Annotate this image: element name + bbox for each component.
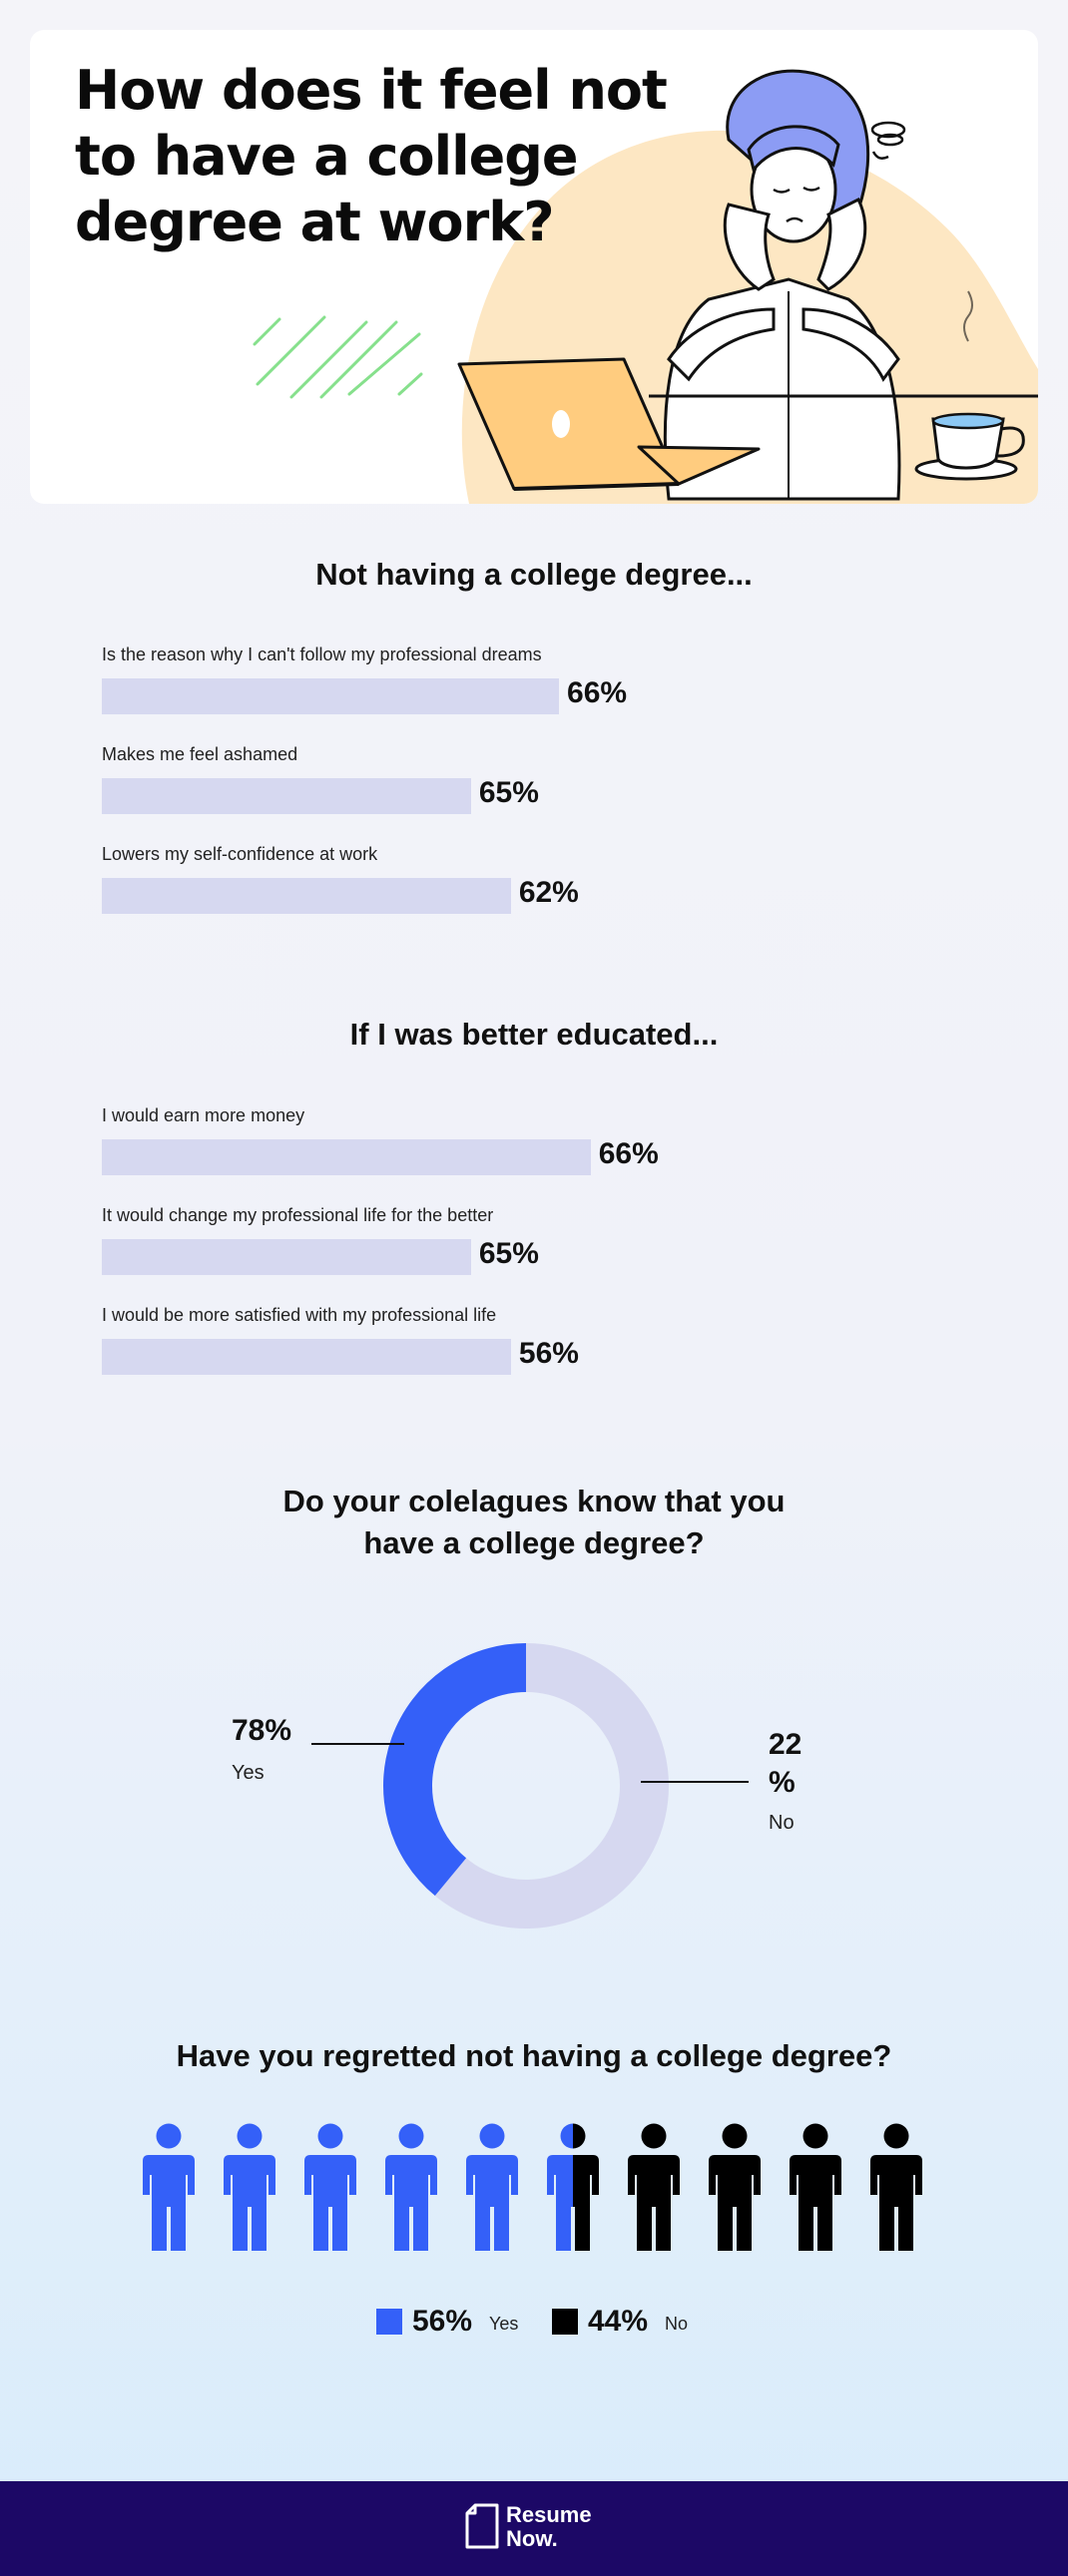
bar-value-label: 65% [478, 1237, 539, 1270]
legend-no-value: 44% [588, 2305, 649, 2338]
bar-label: Lowers my self-confidence at work [102, 844, 378, 864]
bar-label: It would change my professional life for… [102, 1205, 494, 1225]
bar-row: Is the reason why I can't follow my prof… [102, 644, 801, 734]
legend-no-swatch [552, 2309, 578, 2335]
person-icon [224, 2123, 275, 2251]
bar-row: Makes me feel ashamed 65% [102, 744, 801, 834]
hero-card: How does it feel not to have a college d… [30, 30, 1038, 504]
woman-icon [663, 69, 901, 501]
bar-value-label: 62% [518, 876, 579, 909]
pictogram-regret [0, 2123, 1068, 2268]
donut-yes-value: 78% [232, 1714, 292, 1747]
footer: Resume Now. [0, 2481, 1068, 2576]
donut-no-label: No [769, 1812, 795, 1834]
donut-yes-label: Yes [232, 1762, 265, 1784]
chart-2-title: If I was better educated... [349, 1017, 719, 1052]
bar-label: Is the reason why I can't follow my prof… [102, 644, 542, 664]
people-svg [143, 2123, 922, 2251]
page-title: How does it feel not to have a college d… [75, 59, 668, 253]
laptop-icon [457, 357, 761, 491]
bar-value-label: 65% [478, 776, 539, 809]
bar-value-label: 56% [518, 1337, 579, 1370]
bar [102, 1339, 511, 1375]
bar [102, 1239, 471, 1275]
chart-1-title: Not having a college degree... [315, 557, 753, 592]
legend-yes-label: Yes [489, 2314, 519, 2334]
legend-yes-swatch [376, 2309, 402, 2335]
person-icon [790, 2123, 841, 2251]
coffee-cup-icon [914, 290, 1025, 481]
legend-yes-value: 56% [412, 2305, 473, 2338]
decoration-lines [253, 315, 423, 399]
legend-no: 44% No [552, 2305, 702, 2341]
donut-svg [311, 1643, 749, 1929]
legend-yes: 56% Yes [376, 2305, 526, 2341]
person-icon [547, 2123, 599, 2251]
donut-slice-no [434, 1643, 670, 1929]
dizzy-icon [870, 121, 906, 160]
bar [102, 878, 511, 914]
bar-label: I would be more satisfied with my profes… [102, 1305, 497, 1325]
person-icon [385, 2123, 437, 2251]
person-icon [304, 2123, 356, 2251]
bar-row: Lowers my self-confidence at work 62% [102, 844, 801, 934]
bar [102, 678, 560, 714]
person-icon [466, 2123, 518, 2251]
footer-logo-text: Resume Now. [506, 2502, 592, 2551]
legend-no-label: No [665, 2314, 689, 2334]
person-icon [709, 2123, 761, 2251]
person-icon [870, 2123, 922, 2251]
bar-label: Makes me feel ashamed [102, 744, 298, 764]
bar-row: It would change my professional life for… [102, 1205, 801, 1295]
chart-4-title: Have you regretted not having a college … [176, 2038, 892, 2073]
bar-row: I would earn more money 66% [102, 1105, 801, 1195]
chart-3-title: Do your colelagues know that you have a … [282, 1484, 786, 1560]
bar-label: I would earn more money [102, 1105, 305, 1125]
document-icon [465, 2503, 499, 2549]
bar-row: I would be more satisfied with my profes… [102, 1305, 801, 1395]
person-icon [143, 2123, 195, 2251]
bar [102, 1139, 591, 1175]
bar [102, 778, 471, 814]
hero-illustration [253, 69, 1038, 504]
person-icon [628, 2123, 680, 2251]
donut-no-value: 22 % [769, 1728, 802, 1799]
bar-value-label: 66% [567, 676, 628, 709]
donut-slice-yes [383, 1643, 526, 1897]
bar-value-label: 66% [598, 1137, 659, 1170]
